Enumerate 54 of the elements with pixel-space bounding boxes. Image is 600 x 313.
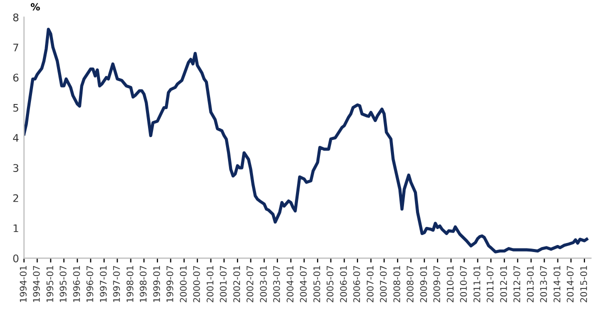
x-tick-label: 2014-01 [554, 266, 560, 302]
x-tick-label: 2009-07 [433, 266, 440, 302]
x-tick-label: 1994-01 [20, 266, 27, 302]
x-tick-label: 2002-01 [233, 266, 240, 302]
x-tick-label: 2014-07 [566, 266, 574, 302]
x-tick-label: 2010-01 [446, 266, 454, 302]
y-tick-label: 6 [13, 74, 18, 82]
y-tick-label: 2 [13, 194, 18, 202]
x-tick-label: 1994-07 [33, 266, 40, 302]
x-tick-label: 2007-01 [366, 266, 374, 302]
x-tick-label: 2012-01 [500, 266, 507, 302]
y-axis-title: % [30, 3, 40, 11]
x-tick-label: 2006-01 [340, 266, 347, 302]
x-tick-label: 1995-01 [46, 266, 54, 302]
x-tick-label: 1996-07 [86, 266, 94, 302]
x-tick-label: 2003-07 [273, 266, 280, 302]
x-tick-label: 2003-01 [260, 266, 267, 302]
x-tick-label: 1999-01 [153, 266, 160, 302]
x-tick-label: 1997-01 [100, 266, 107, 302]
x-tick-label: 2013-01 [526, 266, 534, 302]
y-tick-label: 7 [13, 44, 18, 52]
x-tick-label: 2004-01 [286, 266, 294, 302]
x-tick-label: 1998-01 [126, 266, 134, 302]
x-tick-label: 2015-01 [580, 266, 588, 302]
y-tick-label: 5 [13, 104, 18, 112]
y-tick-label: 4 [13, 134, 19, 142]
y-tick-label: 0 [13, 254, 18, 262]
y-tick-label: 3 [13, 164, 18, 172]
x-tick-label: 1995-07 [60, 266, 67, 302]
x-tick-label: 2002-07 [246, 266, 254, 302]
x-tick-label: 2011-07 [486, 266, 494, 302]
x-tick-label: 1999-07 [166, 266, 174, 302]
x-tick-label: 2000-01 [180, 266, 187, 302]
x-tick-label: 2001-07 [220, 266, 227, 302]
x-tick-label: 2013-07 [540, 266, 547, 302]
x-tick-label: 2005-01 [313, 266, 320, 302]
y-tick-label: 1 [14, 224, 18, 232]
x-tick-label: 2006-07 [353, 266, 360, 302]
x-tick-label: 2008-01 [393, 266, 400, 302]
y-tick-label: 8 [13, 13, 18, 22]
x-tick-label: 2010-07 [460, 266, 467, 302]
line-series [24, 28, 588, 254]
x-tick-label: 2011-01 [473, 266, 480, 302]
x-tick-label: 2008-07 [406, 266, 414, 302]
x-tick-label: 1998-07 [140, 266, 147, 302]
x-tick-label: 2000-07 [193, 266, 200, 302]
x-tick-label: 1997-07 [113, 266, 120, 302]
x-tick-label: 2009-01 [420, 266, 427, 302]
x-tick-label: 2004-07 [300, 266, 307, 302]
x-tick-label: 2007-07 [380, 266, 387, 302]
x-tick-label: 2001-01 [206, 266, 214, 302]
x-tick-label: 1996-01 [73, 266, 80, 302]
x-tick-label: 2005-07 [326, 266, 334, 302]
x-tick-label: 2012-07 [513, 266, 520, 302]
